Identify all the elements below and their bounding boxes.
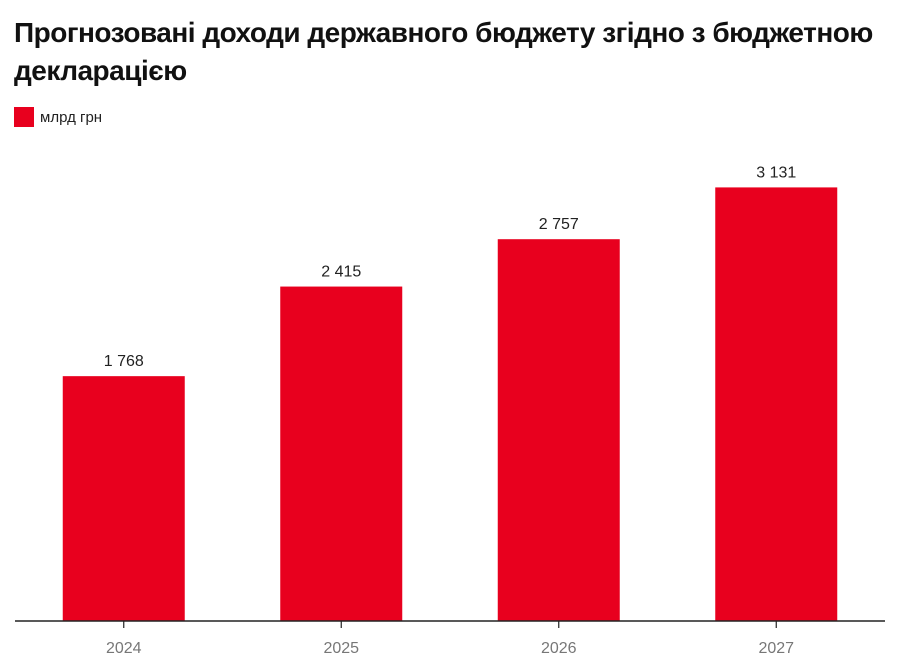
value-label-2025: 2 415 <box>321 264 361 281</box>
x-tick-label-2025: 2025 <box>323 640 359 657</box>
bar-2025 <box>280 286 403 621</box>
x-tick-label-2026: 2026 <box>541 640 577 657</box>
legend: млрд грн <box>14 107 102 127</box>
x-tick-label-2024: 2024 <box>106 640 142 657</box>
value-label-2026: 2 757 <box>539 216 579 233</box>
bar-2027 <box>715 187 838 622</box>
legend-swatch <box>14 107 34 127</box>
value-label-2027: 3 131 <box>756 164 796 181</box>
value-label-2024: 1 768 <box>104 353 144 370</box>
chart-title: Прогнозовані доходи державного бюджету з… <box>14 17 873 86</box>
bar-2026 <box>497 239 620 621</box>
bar-2024 <box>62 376 185 621</box>
legend-label: млрд грн <box>40 108 103 126</box>
x-tick-label-2027: 2027 <box>758 640 794 657</box>
